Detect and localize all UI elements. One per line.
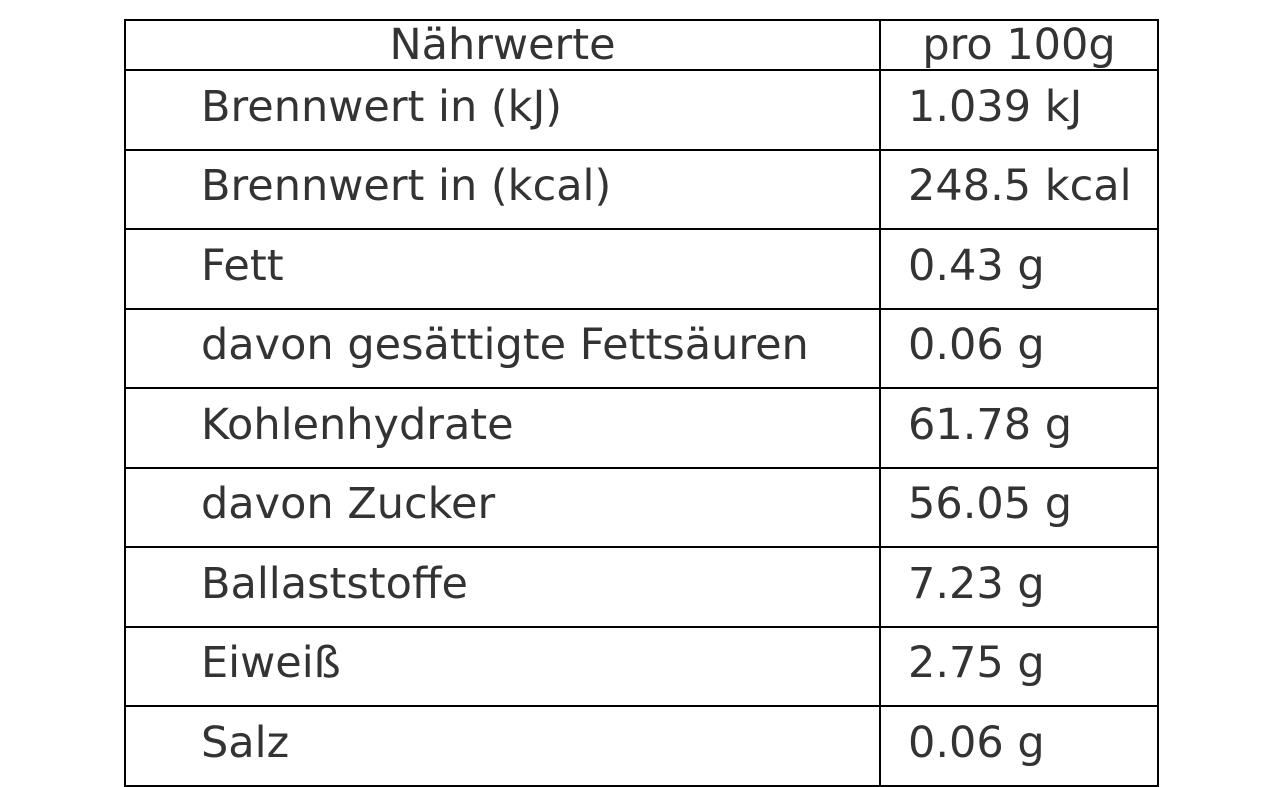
nutrient-value: 56.05 g — [879, 466, 1159, 548]
nutrition-table: Nährwerte pro 100g Brennwert in (kJ) 1.0… — [124, 19, 1159, 787]
table-header-row: Nährwerte pro 100g — [124, 19, 1159, 71]
table-row: davon gesättigte Fettsäuren 0.06 g — [124, 307, 1159, 389]
nutrient-value: 2.75 g — [879, 625, 1159, 707]
nutrient-label: Brennwert in (kcal) — [124, 148, 881, 230]
nutrient-value: 0.06 g — [879, 705, 1159, 787]
table-row: Ballaststoffe 7.23 g — [124, 546, 1159, 628]
table-row: Brennwert in (kcal) 248.5 kcal — [124, 148, 1159, 230]
table-row: Salz 0.06 g — [124, 705, 1159, 787]
table-row: Fett 0.43 g — [124, 228, 1159, 310]
table-row: Kohlenhydrate 61.78 g — [124, 387, 1159, 469]
nutrient-label: davon Zucker — [124, 466, 881, 548]
nutrient-label: davon gesättigte Fettsäuren — [124, 307, 881, 389]
nutrient-label: Salz — [124, 705, 881, 787]
table-row: Brennwert in (kJ) 1.039 kJ — [124, 69, 1159, 151]
table-row: Eiweiß 2.75 g — [124, 625, 1159, 707]
nutrient-value: 0.43 g — [879, 228, 1159, 310]
nutrient-value: 0.06 g — [879, 307, 1159, 389]
header-nutrients: Nährwerte — [124, 19, 881, 71]
nutrient-label: Eiweiß — [124, 625, 881, 707]
nutrient-label: Fett — [124, 228, 881, 310]
nutrient-value: 7.23 g — [879, 546, 1159, 628]
nutrient-value: 248.5 kcal — [879, 148, 1159, 230]
nutrient-value: 61.78 g — [879, 387, 1159, 469]
header-per-100g: pro 100g — [879, 19, 1159, 71]
nutrient-label: Brennwert in (kJ) — [124, 69, 881, 151]
nutrient-label: Kohlenhydrate — [124, 387, 881, 469]
table-row: davon Zucker 56.05 g — [124, 466, 1159, 548]
nutrient-label: Ballaststoffe — [124, 546, 881, 628]
nutrient-value: 1.039 kJ — [879, 69, 1159, 151]
